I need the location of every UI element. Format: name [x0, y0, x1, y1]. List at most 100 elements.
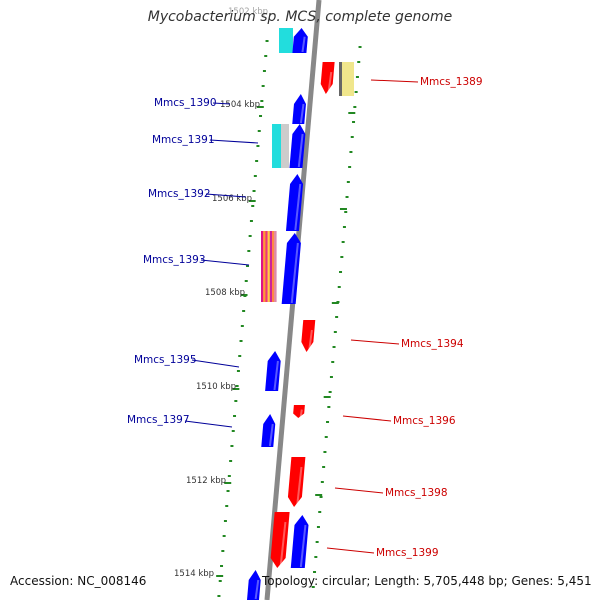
dot: [239, 340, 243, 342]
dot: [349, 151, 353, 153]
gene-shade: [296, 466, 303, 507]
dot: [223, 520, 227, 522]
gene-arrow[interactable]: [281, 233, 301, 304]
gene-label[interactable]: Mmcs_1397: [127, 414, 190, 426]
band: [263, 231, 266, 302]
gene-arrow[interactable]: [290, 515, 309, 568]
band: [269, 231, 273, 302]
tick-dots: [216, 40, 362, 597]
gene-shade: [254, 579, 260, 600]
gene-arrow[interactable]: [265, 351, 281, 391]
accession-text: Accession: NC_008146: [10, 574, 147, 588]
dot: [222, 535, 226, 537]
dot: [227, 475, 231, 477]
gene-arrow[interactable]: [289, 124, 306, 168]
gene-arrow[interactable]: [301, 320, 316, 352]
gene-leader-line: [326, 547, 375, 554]
dot: [265, 40, 269, 42]
dot: [256, 145, 260, 147]
kbp-tick-label: 1502 kbp: [228, 7, 268, 17]
gene-label[interactable]: Mmcs_1399: [376, 547, 439, 559]
gene-arrow[interactable]: [320, 62, 335, 94]
gene-arrow[interactable]: [247, 570, 261, 600]
gene-arrow[interactable]: [287, 457, 306, 507]
dash: [224, 482, 232, 484]
dot: [314, 556, 318, 558]
band: [279, 28, 293, 53]
kbp-tick-label: 1510 kbp: [196, 382, 236, 392]
dot: [320, 481, 324, 483]
dot: [344, 211, 348, 213]
dash: [315, 494, 323, 496]
gene-arrow[interactable]: [292, 94, 306, 124]
dot: [247, 250, 251, 252]
gene-label[interactable]: Mmcs_1389: [420, 76, 483, 88]
dot: [249, 220, 253, 222]
gene-shade: [299, 103, 305, 124]
kbp-ticks: 1502 kbp 1504 kbp 1506 kbp 1508 kbp 1510 kbp…: [174, 7, 268, 579]
dot: [329, 376, 333, 378]
dot: [229, 460, 233, 462]
dot: [238, 355, 242, 357]
dot: [264, 55, 268, 57]
gene-arrow[interactable]: [270, 512, 290, 568]
dot: [236, 370, 240, 372]
gene-shade: [299, 409, 303, 418]
gene-arrow[interactable]: [285, 174, 304, 231]
gene-leader-line: [350, 339, 400, 345]
dot: [231, 430, 235, 432]
dot: [340, 256, 344, 258]
dot: [324, 436, 328, 438]
dot: [339, 271, 343, 273]
band: [281, 124, 289, 168]
kbp-tick-label: 1512 kbp: [186, 476, 226, 486]
kbp-tick-label: 1514 kbp: [174, 569, 214, 579]
dash: [240, 294, 248, 296]
dot: [323, 451, 327, 453]
kbp-tick-label: 1506 kbp: [212, 194, 252, 204]
gene-shade: [273, 360, 279, 391]
dot: [352, 121, 356, 123]
dash: [256, 106, 264, 108]
gene-arrow[interactable]: [292, 28, 308, 53]
gene-label[interactable]: Mmcs_1391: [152, 134, 215, 146]
dot: [221, 550, 225, 552]
gene-leader-line: [212, 102, 231, 105]
dot: [244, 280, 248, 282]
dot: [326, 421, 330, 423]
dot: [358, 46, 362, 48]
dot: [332, 346, 336, 348]
dot: [225, 505, 229, 507]
dot: [355, 76, 359, 78]
gene-label[interactable]: Mmcs_1393: [143, 254, 206, 266]
gene-label[interactable]: Mmcs_1398: [385, 487, 448, 499]
dot: [255, 160, 259, 162]
gene-label[interactable]: Mmcs_1395: [134, 354, 197, 366]
band: [274, 231, 277, 302]
topology-text: Topology: circular; Length: 5,705,448 bp…: [262, 574, 592, 588]
dot: [253, 175, 257, 177]
gene-label[interactable]: Mmcs_1392: [148, 188, 211, 200]
dash: [323, 396, 331, 398]
gene-arrow[interactable]: [261, 414, 276, 447]
dash: [248, 200, 256, 202]
dot: [350, 136, 354, 138]
dot: [257, 130, 261, 132]
gene-shade: [299, 524, 307, 568]
dot: [260, 100, 264, 102]
dot: [354, 91, 358, 93]
band: [261, 231, 264, 302]
gene-label[interactable]: Mmcs_1390: [154, 97, 217, 109]
gene-leader-line: [200, 259, 250, 266]
gene-shade: [327, 71, 333, 94]
dot: [261, 85, 265, 87]
band: [265, 231, 268, 302]
gene-label[interactable]: Mmcs_1394: [401, 338, 464, 350]
dot: [246, 265, 250, 267]
band: [339, 62, 342, 96]
dot: [242, 310, 246, 312]
gene-label[interactable]: Mmcs_1396: [393, 415, 456, 427]
gene-labels: Mmcs_1389 Mmcs_1390 Mmcs_1391 Mmcs_1392 Mmcs…: [127, 76, 483, 559]
gene-arrow[interactable]: [293, 405, 305, 418]
